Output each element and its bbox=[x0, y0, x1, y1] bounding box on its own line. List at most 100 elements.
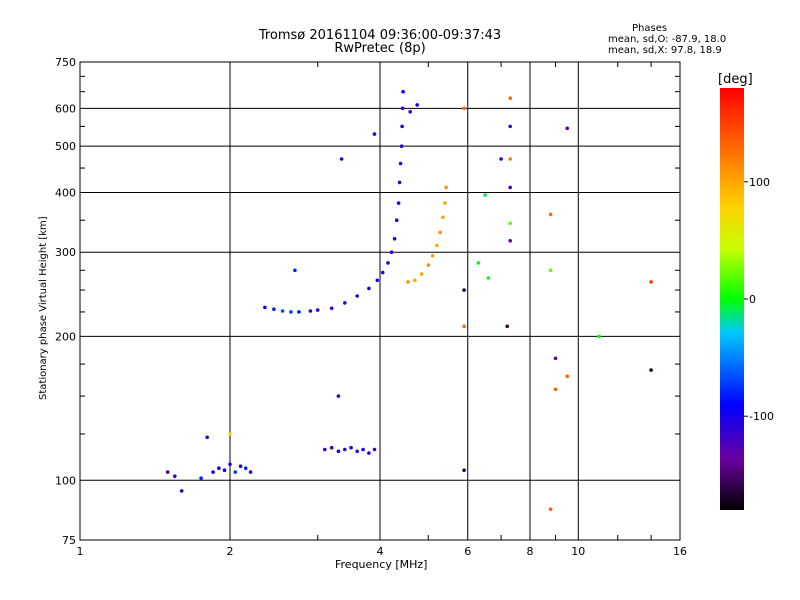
x-tick-label: 2 bbox=[227, 545, 234, 558]
data-point bbox=[398, 161, 403, 166]
data-point bbox=[228, 462, 232, 467]
phases-line-o: mean, sd,O: -87.9, 18.0 bbox=[608, 34, 727, 45]
data-point bbox=[553, 356, 558, 361]
chart-subtitle: RwPretec (8p) bbox=[334, 41, 426, 56]
data-point bbox=[315, 308, 320, 312]
grid-lines bbox=[80, 62, 680, 540]
x-tick-label: 8 bbox=[527, 545, 534, 558]
data-point bbox=[508, 96, 512, 100]
data-point bbox=[499, 157, 503, 161]
data-point bbox=[367, 451, 371, 455]
data-point bbox=[367, 286, 371, 291]
data-point bbox=[211, 470, 215, 474]
chart-title: Tromsø 20161104 09:36:00-09:37:43 bbox=[258, 28, 502, 43]
data-point bbox=[380, 270, 385, 275]
plot-frame bbox=[79, 61, 681, 541]
data-point bbox=[361, 447, 365, 452]
data-point bbox=[349, 445, 353, 450]
data-point bbox=[339, 157, 344, 161]
data-point bbox=[565, 374, 569, 379]
data-point bbox=[413, 278, 417, 283]
data-point bbox=[438, 230, 442, 235]
data-point bbox=[553, 387, 558, 392]
data-point bbox=[400, 106, 405, 111]
data-point bbox=[263, 305, 267, 310]
data-points bbox=[165, 89, 653, 512]
y-tick-label: 75 bbox=[62, 534, 76, 547]
data-point bbox=[248, 470, 253, 474]
data-point bbox=[179, 489, 184, 493]
data-point bbox=[173, 474, 177, 479]
data-point bbox=[217, 466, 221, 471]
data-point bbox=[375, 278, 380, 283]
data-point bbox=[430, 253, 435, 258]
data-point bbox=[426, 263, 431, 267]
colorbar-tick-label: -100 bbox=[749, 410, 774, 423]
data-point bbox=[343, 301, 347, 305]
data-point bbox=[228, 432, 232, 436]
data-point bbox=[308, 309, 313, 313]
data-point bbox=[205, 435, 209, 440]
data-point bbox=[548, 507, 553, 512]
data-point bbox=[435, 243, 439, 248]
data-point bbox=[508, 157, 512, 161]
data-point bbox=[329, 445, 334, 450]
data-point bbox=[462, 106, 466, 111]
y-tick-label: 400 bbox=[55, 186, 76, 199]
data-point bbox=[406, 280, 410, 284]
colorbar-tick-label: 0 bbox=[749, 293, 756, 306]
data-point bbox=[396, 201, 401, 205]
data-point bbox=[329, 306, 334, 311]
colorbar-tick-label: 100 bbox=[749, 176, 770, 189]
colorbar-label: [deg] bbox=[718, 72, 753, 87]
data-point bbox=[419, 272, 424, 276]
data-point bbox=[508, 221, 512, 225]
y-tick-label: 200 bbox=[55, 330, 76, 343]
data-point bbox=[336, 394, 341, 398]
x-tick-label: 10 bbox=[571, 545, 585, 558]
data-point bbox=[165, 470, 170, 474]
data-point bbox=[486, 276, 491, 280]
data-point bbox=[343, 447, 347, 452]
data-point bbox=[548, 268, 553, 273]
data-point bbox=[565, 126, 569, 131]
data-point bbox=[505, 324, 510, 329]
data-point bbox=[394, 218, 399, 222]
data-point bbox=[222, 468, 227, 473]
data-point bbox=[508, 239, 512, 243]
data-point bbox=[372, 132, 377, 136]
data-point bbox=[397, 180, 402, 185]
y-axis-ticks: 75 100 200 300 400 500 600 750 bbox=[55, 56, 680, 547]
data-point bbox=[415, 103, 420, 107]
x-tick-label: 16 bbox=[673, 545, 687, 558]
data-point bbox=[297, 310, 301, 314]
y-tick-label: 500 bbox=[55, 140, 76, 153]
y-tick-label: 600 bbox=[55, 102, 76, 115]
data-point bbox=[462, 468, 466, 473]
phases-title: Phases bbox=[632, 23, 668, 34]
data-point bbox=[649, 280, 653, 284]
data-point bbox=[293, 268, 297, 273]
data-point bbox=[355, 294, 360, 298]
phases-line-x: mean, sd,X: 97.8, 18.9 bbox=[608, 45, 722, 56]
data-point bbox=[233, 470, 238, 474]
x-axis-ticks: 1 2 4 6 8 10 16 bbox=[77, 62, 687, 558]
data-point bbox=[441, 215, 445, 220]
data-point bbox=[649, 368, 653, 372]
data-point bbox=[372, 447, 377, 452]
data-point bbox=[400, 124, 404, 129]
colorbar-ticks: 100 0 -100 bbox=[744, 176, 774, 423]
data-point bbox=[483, 193, 487, 197]
x-axis-label: Frequency [MHz] bbox=[335, 558, 428, 571]
y-tick-label: 100 bbox=[55, 474, 76, 487]
data-point bbox=[336, 449, 341, 454]
data-point bbox=[199, 476, 203, 481]
x-tick-label: 4 bbox=[377, 545, 384, 558]
x-tick-label: 6 bbox=[464, 545, 471, 558]
y-axis-label: Stationary phase Virtual Height [km] bbox=[38, 216, 49, 400]
x-tick-label: 1 bbox=[77, 545, 84, 558]
data-point bbox=[389, 250, 394, 254]
data-point bbox=[272, 307, 276, 312]
colorbar bbox=[720, 88, 744, 510]
data-point bbox=[386, 261, 390, 265]
